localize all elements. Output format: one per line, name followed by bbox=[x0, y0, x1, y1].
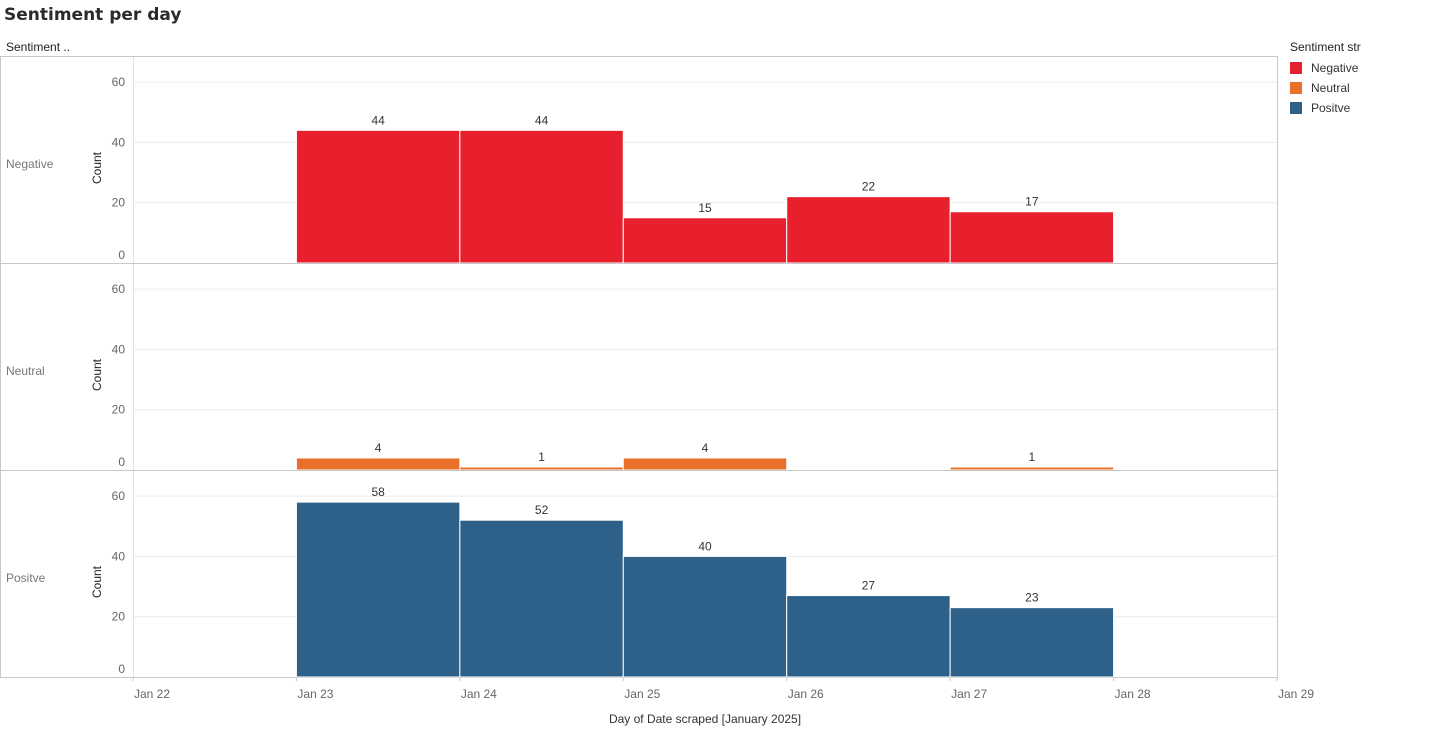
facet-header: Sentiment .. bbox=[6, 40, 71, 54]
y-tick-label-neutral-0: 0 bbox=[118, 455, 125, 469]
data-label-neutral-jan-25: 4 bbox=[702, 441, 709, 455]
data-label-negative-jan-26: 22 bbox=[862, 180, 876, 194]
data-label-negative-jan-24: 44 bbox=[535, 113, 549, 127]
bar-neutral-jan-25 bbox=[622, 457, 788, 471]
x-tick-label-jan-22: Jan 22 bbox=[134, 687, 170, 701]
bar-negative-jan-27 bbox=[949, 211, 1115, 264]
bar-negative-jan-25 bbox=[622, 217, 788, 264]
data-label-positve-jan-26: 27 bbox=[862, 579, 876, 593]
y-tick-label-positve-0: 0 bbox=[118, 662, 125, 676]
legend-swatch-neutral bbox=[1290, 82, 1302, 94]
bar-positve-jan-26 bbox=[786, 595, 951, 678]
data-label-positve-jan-25: 40 bbox=[698, 539, 712, 553]
data-label-negative-jan-25: 15 bbox=[698, 201, 712, 215]
x-tick-label-jan-25: Jan 25 bbox=[624, 687, 660, 701]
bar-neutral-jan-23 bbox=[295, 457, 461, 471]
bar-negative-jan-26 bbox=[786, 196, 951, 264]
legend: Sentiment str Negative Neutral Positve bbox=[1290, 40, 1361, 118]
data-label-neutral-jan-27: 1 bbox=[1029, 450, 1036, 464]
x-tick-label-jan-27: Jan 27 bbox=[951, 687, 987, 701]
legend-title: Sentiment str bbox=[1290, 40, 1361, 54]
y-axis-title-negative: Count bbox=[90, 151, 104, 184]
facet-label-neutral: Neutral bbox=[6, 364, 45, 378]
bar-positve-jan-25 bbox=[622, 555, 788, 678]
facet-label-positve: Positve bbox=[6, 571, 46, 585]
y-tick-label-negative-40: 40 bbox=[112, 135, 126, 149]
bar-neutral-jan-24 bbox=[459, 466, 624, 471]
data-label-negative-jan-23: 44 bbox=[371, 113, 385, 127]
bar-negative-jan-23 bbox=[295, 129, 461, 264]
y-tick-label-positve-40: 40 bbox=[112, 549, 126, 563]
y-axis-title-neutral: Count bbox=[90, 358, 104, 391]
bar-negative-jan-24 bbox=[459, 129, 624, 264]
plot-frame bbox=[0, 56, 1278, 678]
legend-item-negative[interactable]: Negative bbox=[1290, 58, 1361, 78]
bar-positve-jan-23 bbox=[295, 501, 461, 678]
x-tick-label-jan-29: Jan 29 bbox=[1278, 687, 1314, 701]
facet-label-negative: Negative bbox=[6, 157, 54, 171]
y-tick-label-negative-60: 60 bbox=[112, 75, 126, 89]
y-tick-label-positve-20: 20 bbox=[112, 610, 126, 624]
legend-label-neutral: Neutral bbox=[1311, 81, 1350, 95]
legend-label-negative: Negative bbox=[1311, 61, 1359, 75]
y-tick-label-positve-60: 60 bbox=[112, 489, 126, 503]
x-axis-label: Day of Date scraped [January 2025] bbox=[608, 712, 802, 726]
bar-positve-jan-27 bbox=[949, 607, 1115, 678]
bar-positve-jan-24 bbox=[459, 519, 624, 678]
legend-item-neutral[interactable]: Neutral bbox=[1290, 78, 1361, 98]
y-tick-label-negative-20: 20 bbox=[112, 196, 126, 210]
y-tick-label-neutral-60: 60 bbox=[112, 282, 126, 296]
y-tick-label-neutral-20: 20 bbox=[112, 403, 126, 417]
y-tick-label-neutral-40: 40 bbox=[112, 342, 126, 356]
x-tick-label-jan-28: Jan 28 bbox=[1115, 687, 1151, 701]
legend-label-positive: Positve bbox=[1311, 101, 1351, 115]
legend-swatch-positive bbox=[1290, 102, 1302, 114]
data-label-positve-jan-27: 23 bbox=[1025, 591, 1039, 605]
y-axis-title-positve: Count bbox=[90, 565, 104, 598]
legend-swatch-negative bbox=[1290, 62, 1302, 74]
x-tick-label-jan-24: Jan 24 bbox=[461, 687, 497, 701]
chart-title: Sentiment per day bbox=[4, 5, 182, 25]
data-label-positve-jan-23: 58 bbox=[371, 485, 385, 499]
data-label-neutral-jan-23: 4 bbox=[375, 441, 382, 455]
x-tick-label-jan-26: Jan 26 bbox=[788, 687, 824, 701]
data-label-negative-jan-27: 17 bbox=[1025, 195, 1039, 209]
y-tick-label-negative-0: 0 bbox=[118, 248, 125, 262]
data-label-positve-jan-24: 52 bbox=[535, 503, 549, 517]
x-tick-label-jan-23: Jan 23 bbox=[297, 687, 333, 701]
data-label-neutral-jan-24: 1 bbox=[538, 450, 545, 464]
legend-item-positive[interactable]: Positve bbox=[1290, 98, 1361, 118]
bar-neutral-jan-27 bbox=[949, 466, 1115, 471]
